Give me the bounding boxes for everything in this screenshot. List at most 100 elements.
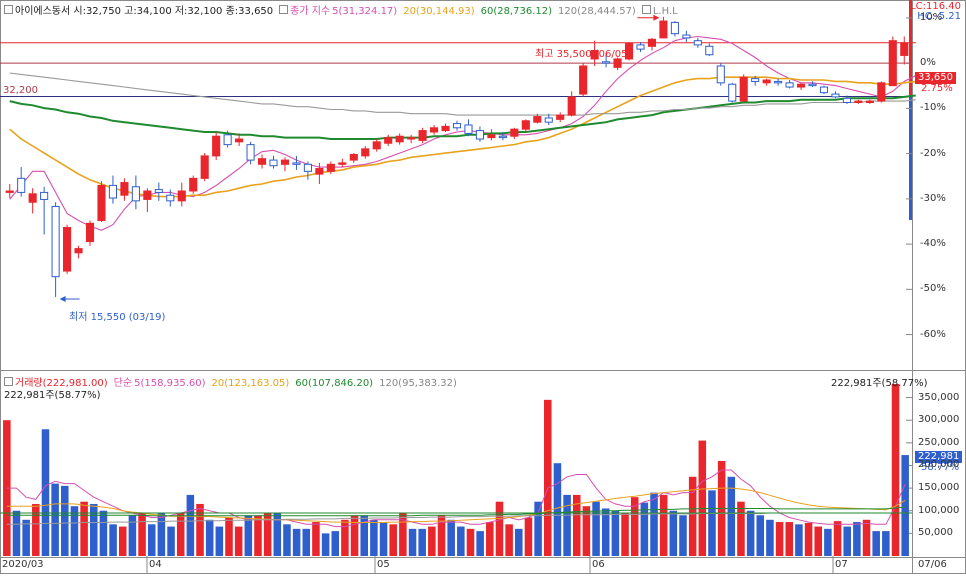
- volume-bar: [679, 515, 687, 556]
- candle-body: [97, 184, 106, 221]
- candle-body: [108, 184, 118, 199]
- candle-body: [900, 42, 909, 56]
- volume-bar: [138, 513, 146, 556]
- volume-bar: [176, 513, 185, 556]
- candle-body: [177, 190, 186, 202]
- volume-axis-label: 350,000: [918, 391, 960, 403]
- volume-bar: [51, 483, 59, 556]
- candle-body: [143, 190, 152, 200]
- price-legend-ma5[interactable]: 5(31,324.17): [332, 6, 398, 17]
- price-legend-stock[interactable]: 아이에스동서 시:32,750 고:34,100 저:32,100 종:33,6…: [15, 6, 274, 17]
- volume-bar: [147, 524, 156, 556]
- volume-bar: [167, 526, 175, 556]
- last-volume-pct-tag: 58.77%: [921, 462, 960, 473]
- candle-body: [785, 82, 794, 88]
- price-legend-extra[interactable]: L.H.L: [652, 6, 678, 17]
- volume-bar: [321, 533, 330, 556]
- candle-body: [17, 177, 26, 193]
- vol-right-note: 222,981주(58.77%): [831, 378, 928, 389]
- candle-body: [487, 134, 496, 139]
- volume-bar: [833, 521, 842, 556]
- candle-body: [739, 76, 748, 102]
- price-legend-ma20[interactable]: 20(30,144.93): [403, 6, 475, 17]
- candle-body: [452, 123, 462, 129]
- volume-bar: [99, 510, 108, 556]
- candle-body: [223, 134, 232, 146]
- volume-bar: [476, 531, 484, 556]
- volume-bar: [505, 524, 513, 556]
- volume-bar: [621, 513, 629, 556]
- volume-axis-label: 250,000: [918, 436, 960, 448]
- candle-body: [842, 97, 851, 103]
- candle-body: [728, 83, 737, 102]
- candle-body: [590, 50, 599, 60]
- volume-bar: [89, 503, 98, 556]
- vol-legend-vol[interactable]: 거래량(222,981.00): [15, 378, 108, 389]
- price-axis-label: -50%: [920, 283, 946, 295]
- candle-body: [315, 168, 324, 175]
- volume-bar: [22, 519, 30, 556]
- volume-ma60-line: [6, 506, 906, 517]
- price-axis-label: -40%: [920, 238, 946, 250]
- candle-body: [51, 205, 60, 278]
- volume-ma20-line: [6, 487, 906, 523]
- volume-bar: [244, 515, 253, 556]
- candle-body: [40, 191, 49, 200]
- vol-legend-ma5[interactable]: 5(158,935.60): [134, 378, 206, 389]
- price-ma60-line: [9, 94, 916, 140]
- volume-bar: [853, 522, 861, 556]
- legend-box-icon: [4, 377, 13, 386]
- candle-body: [544, 117, 553, 123]
- volume-bar: [882, 531, 890, 556]
- candle-body: [257, 158, 267, 165]
- low-arrow-head: [59, 296, 66, 303]
- price-axis-label: 0%: [920, 57, 936, 69]
- vol-legend-ma-title[interactable]: 단순: [113, 378, 133, 389]
- candle-body: [705, 45, 714, 56]
- volume-bar: [669, 510, 678, 556]
- volume-bar: [215, 526, 224, 556]
- vol-legend-ma20[interactable]: 20(123,163.05): [211, 378, 290, 389]
- candle-body: [831, 93, 840, 98]
- volume-bar: [389, 524, 397, 556]
- vol-legend-ma60[interactable]: 60(107,846.20): [295, 378, 374, 389]
- candle-body: [475, 130, 484, 140]
- volume-bar: [785, 522, 794, 556]
- volume-bar: [283, 524, 291, 556]
- vol-left-note: 222,981주(58.77%): [4, 390, 101, 401]
- volume-bar: [659, 494, 668, 556]
- candle-body: [280, 159, 290, 165]
- candle-body: [430, 127, 439, 133]
- volume-bar: [196, 503, 204, 556]
- candle-body: [349, 153, 358, 161]
- volume-bar: [495, 501, 504, 556]
- volume-axis-label: 100,000: [918, 504, 960, 516]
- volume-bar: [862, 519, 871, 556]
- candle-body: [407, 137, 416, 140]
- legend-box-icon: [641, 5, 651, 14]
- volume-bar: [756, 515, 765, 556]
- volume-bar: [360, 515, 369, 556]
- volume-bar: [370, 519, 378, 556]
- volume-bar: [447, 519, 455, 556]
- candle-body: [361, 148, 370, 157]
- volume-bar: [234, 526, 243, 556]
- volume-bar: [843, 526, 851, 556]
- vol-legend-ma120[interactable]: 120(95,383.32): [379, 378, 457, 389]
- price-legend: 아이에스동서 시:32,750 고:34,100 저:32,100 종:33,6…: [4, 2, 684, 17]
- volume-bar: [41, 429, 50, 556]
- candle-body: [533, 116, 542, 123]
- price-axis-label: -60%: [920, 328, 946, 340]
- price-ma120-line: [9, 72, 916, 116]
- price-legend-ma60[interactable]: 60(28,736.12): [480, 6, 553, 17]
- volume-bar: [601, 508, 610, 556]
- range-bar-up: [909, 0, 912, 95]
- volume-bar: [543, 399, 552, 556]
- price-legend-ma-title[interactable]: 종가 지수: [290, 6, 331, 17]
- candle-body: [246, 144, 255, 161]
- price-legend-ma120[interactable]: 120(28,444.57): [558, 6, 636, 17]
- price-axis-label: -20%: [920, 147, 946, 159]
- candle-body: [131, 186, 140, 202]
